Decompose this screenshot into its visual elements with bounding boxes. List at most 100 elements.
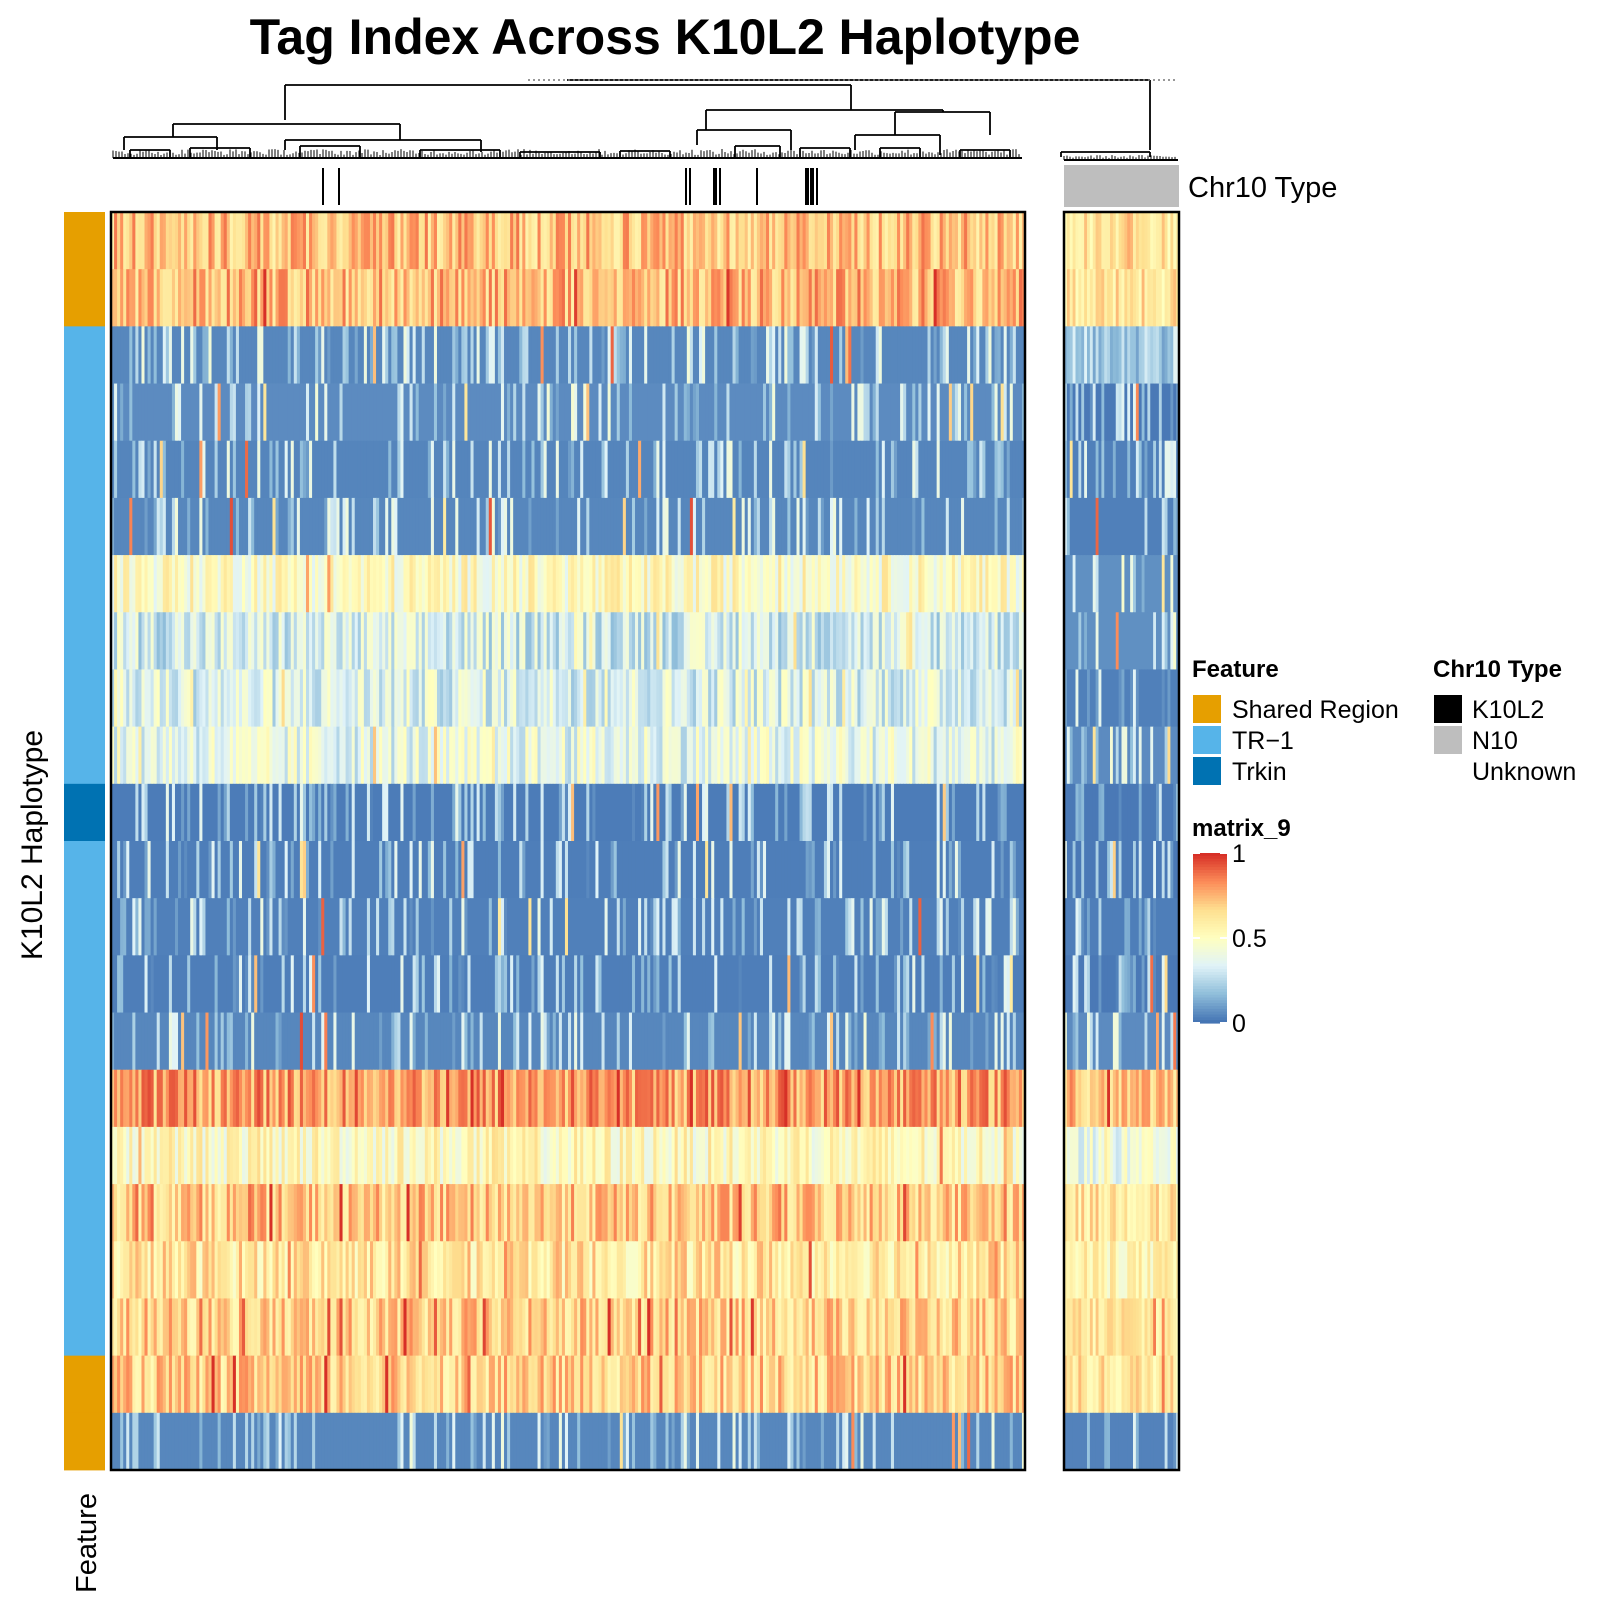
heatmap-cell [181, 612, 185, 670]
heatmap-cell [702, 383, 706, 442]
heatmap-cell [184, 955, 188, 1013]
heatmap-cell [945, 497, 950, 556]
heatmap-cell [184, 1126, 188, 1185]
heatmap-cell [162, 612, 167, 670]
heatmap-cell [848, 440, 852, 499]
heatmap-cell [976, 669, 980, 728]
heatmap-cell [537, 841, 542, 899]
heatmap-cell [436, 440, 441, 499]
heatmap-cell [309, 497, 313, 556]
heatmap-cell [912, 555, 916, 613]
heatmap-cell [619, 212, 624, 270]
heatmap-cell [753, 726, 758, 785]
heatmap-cell [385, 383, 389, 442]
heatmap-cell [296, 1012, 301, 1071]
heatmap-cell [833, 555, 837, 613]
heatmap-cell [912, 726, 916, 785]
heatmap-cell [979, 726, 983, 785]
heatmap-cell [229, 326, 234, 384]
heatmap-cell [1003, 555, 1008, 613]
heatmap-cell [366, 1069, 371, 1128]
heatmap-cell [449, 383, 453, 442]
heatmap-cell [187, 212, 191, 270]
heatmap-cell [366, 497, 371, 556]
heatmap-cell [564, 841, 569, 899]
heatmap-cell [510, 326, 514, 384]
heatmap-cell [205, 726, 210, 785]
heatmap-cell [574, 383, 578, 442]
heatmap-cell [385, 497, 389, 556]
heatmap-cell [631, 1012, 636, 1071]
heatmap-cell [345, 440, 350, 499]
heatmap-cell [412, 440, 417, 499]
heatmap-cell [330, 383, 335, 442]
heatmap-cell [351, 669, 356, 728]
heatmap-cell [214, 955, 219, 1013]
heatmap-cell [912, 612, 916, 670]
heatmap-cell [412, 841, 417, 899]
heatmap-cell [826, 898, 831, 956]
heatmap-cell [531, 326, 536, 384]
heatmap-cell [129, 612, 133, 670]
heatmap-cell [363, 1012, 368, 1071]
heatmap-cell [741, 383, 746, 442]
heatmap-cell [315, 269, 319, 327]
heatmap-cell [467, 612, 472, 670]
heatmap-cell [418, 497, 423, 556]
heatmap-cell [117, 612, 121, 670]
heatmap-cell [360, 841, 365, 899]
heatmap-cell [939, 269, 944, 327]
heatmap-cell [793, 440, 798, 499]
heatmap-cell [674, 898, 679, 956]
heatmap-cell [354, 898, 359, 956]
heatmap-cell [778, 841, 782, 899]
heatmap-cell [982, 898, 986, 956]
heatmap-cell [430, 612, 435, 670]
heatmap-cell [211, 1069, 216, 1128]
heatmap-cell [869, 898, 874, 956]
heatmap-cell [537, 1012, 542, 1071]
heatmap-cell [348, 841, 353, 899]
heatmap-cell [504, 555, 508, 613]
heatmap-cell [117, 726, 121, 785]
heatmap-cell [178, 841, 182, 899]
heatmap-cell [202, 898, 207, 956]
heatmap-cell [1000, 440, 1005, 499]
heatmap-cell [354, 841, 359, 899]
heatmap-cell [689, 1012, 694, 1071]
heatmap-cell [766, 326, 770, 384]
heatmap-cell [211, 612, 216, 670]
heatmap-cell [348, 898, 353, 956]
heatmap-cell [281, 1126, 286, 1185]
heatmap-cell [714, 612, 718, 670]
heatmap-cell [988, 1012, 993, 1071]
heatmap-cell [114, 326, 118, 384]
heatmap-cell [860, 383, 865, 442]
heatmap-cell [263, 326, 267, 384]
heatmap-cell [342, 955, 347, 1013]
heatmap-cell [467, 726, 472, 785]
heatmap-cell [750, 1012, 755, 1071]
heatmap-cell [845, 898, 849, 956]
heatmap-cell [744, 955, 749, 1013]
heatmap-cell [223, 497, 228, 556]
heatmap-cell [269, 726, 274, 785]
heatmap-cell [738, 555, 743, 613]
heatmap-cell [418, 326, 423, 384]
heatmap-cell [610, 555, 615, 613]
heatmap-cell [720, 326, 724, 384]
heatmap-cell [564, 555, 569, 613]
heatmap-cell [363, 440, 368, 499]
heatmap-cell [226, 898, 231, 956]
heatmap-cell [766, 669, 770, 728]
heatmap-cell [290, 497, 295, 556]
heatmap-cell [330, 1012, 335, 1071]
heatmap-cell [662, 555, 667, 613]
heatmap-cell [379, 1012, 383, 1071]
heatmap-cell [412, 955, 417, 1013]
heatmap-cell [808, 269, 813, 327]
heatmap-cell [318, 1069, 322, 1128]
heatmap-cell [909, 555, 913, 613]
heatmap-cell [653, 612, 657, 670]
heatmap-cell [245, 726, 249, 785]
